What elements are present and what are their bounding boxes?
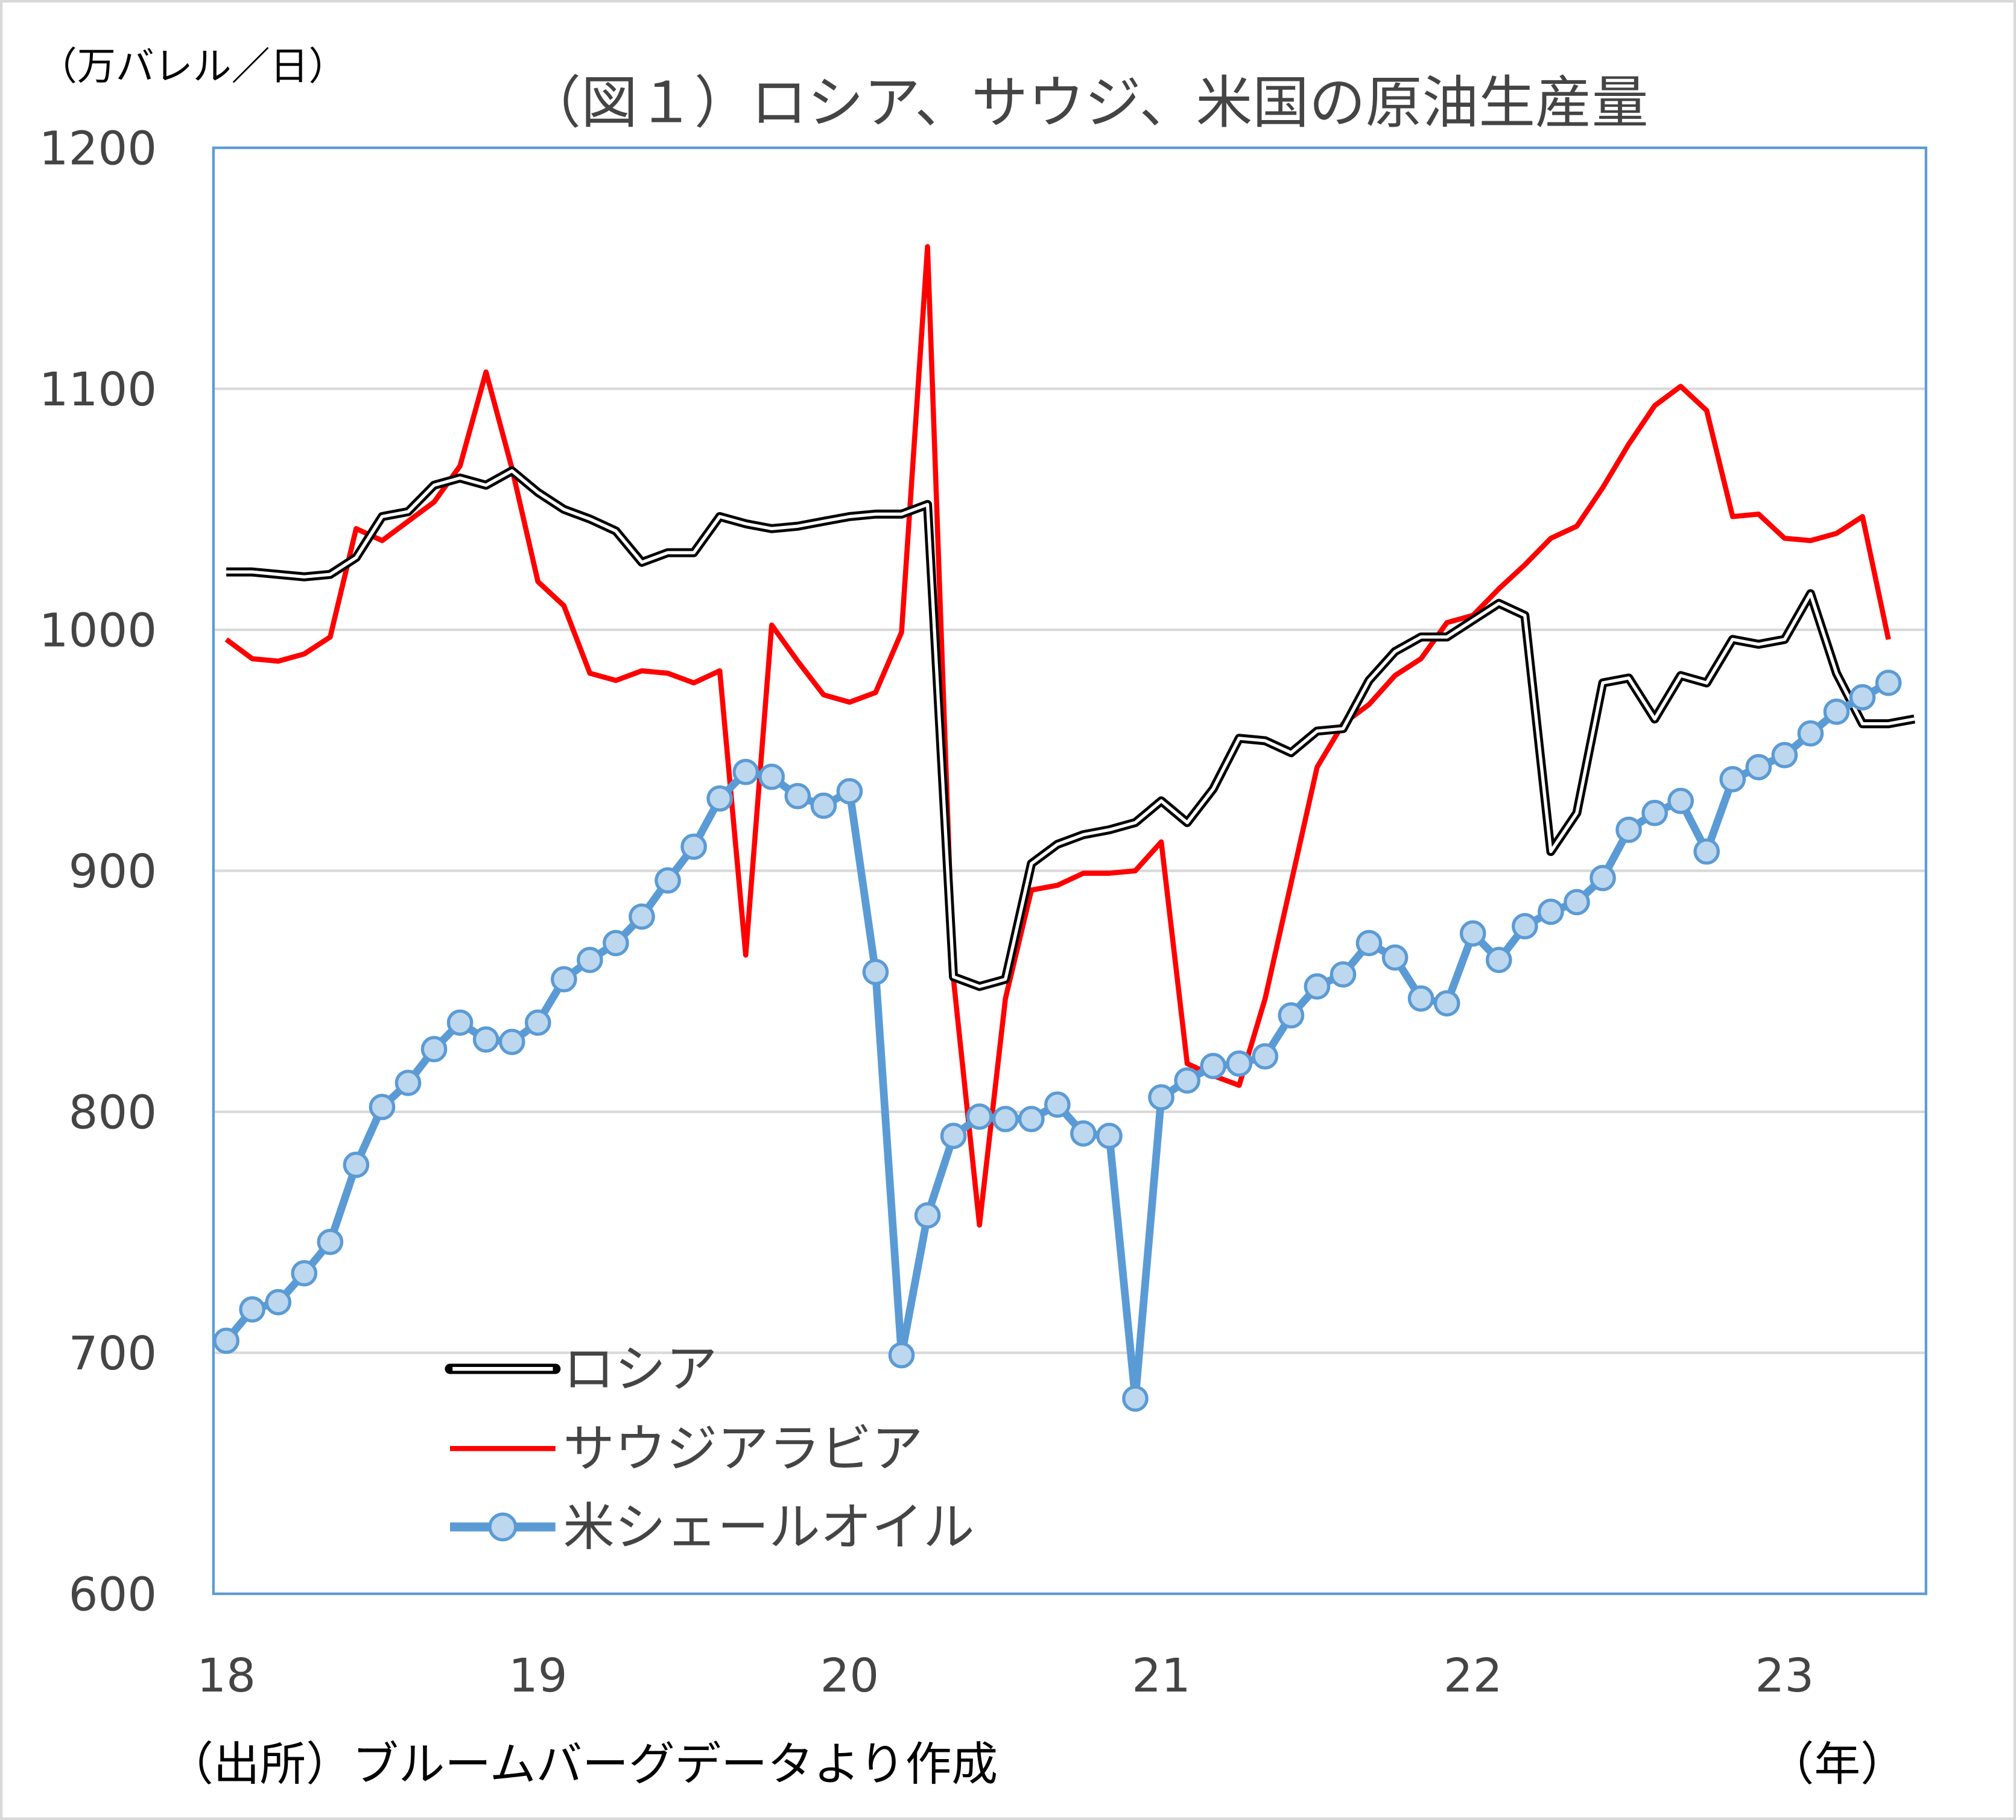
legend-label: サウジアラビア bbox=[563, 1419, 924, 1479]
data-point bbox=[1875, 670, 1902, 696]
y-tick-label: 900 bbox=[69, 845, 157, 899]
series-line bbox=[224, 244, 1891, 1228]
data-point bbox=[472, 1026, 499, 1053]
data-point bbox=[1823, 699, 1850, 725]
x-tick-label: 20 bbox=[820, 1649, 880, 1703]
data-point bbox=[1174, 1067, 1200, 1094]
legend-label: ロシア bbox=[563, 1340, 718, 1400]
data-point bbox=[888, 1342, 915, 1369]
data-point bbox=[680, 833, 707, 860]
x-axis: 18 19 20 21 22 23 bbox=[197, 1649, 1814, 1703]
data-point bbox=[1745, 753, 1772, 781]
data-point bbox=[1226, 1050, 1253, 1077]
data-point bbox=[1381, 944, 1409, 971]
data-point bbox=[213, 1327, 239, 1354]
legend-label: 米シェールオイル bbox=[563, 1498, 975, 1558]
y-tick-label: 800 bbox=[69, 1086, 157, 1140]
data-point bbox=[1148, 1084, 1174, 1111]
data-point bbox=[992, 1106, 1019, 1132]
data-point bbox=[603, 930, 629, 957]
data-point bbox=[1278, 1002, 1305, 1029]
data-point bbox=[706, 785, 733, 812]
y-tick-label: 1000 bbox=[39, 604, 157, 658]
data-point bbox=[1511, 913, 1538, 940]
y-tick-label: 600 bbox=[69, 1568, 157, 1622]
x-tick-label: 23 bbox=[1755, 1649, 1815, 1703]
data-point bbox=[862, 959, 889, 986]
data-point bbox=[914, 1202, 941, 1229]
data-point bbox=[1667, 787, 1694, 814]
y-tick-label: 1100 bbox=[39, 363, 157, 417]
data-point bbox=[369, 1094, 396, 1120]
data-point bbox=[239, 1296, 266, 1323]
data-point bbox=[550, 966, 577, 993]
data-point bbox=[732, 758, 759, 785]
data-point bbox=[810, 792, 837, 819]
data-point bbox=[940, 1123, 967, 1149]
data-point bbox=[1355, 930, 1383, 957]
data-point bbox=[1459, 920, 1486, 947]
data-point bbox=[343, 1152, 370, 1178]
chart-title: （図１）ロシア、サウジ、米国の原油生産量 bbox=[524, 70, 1648, 136]
data-point bbox=[420, 1036, 448, 1062]
series-saudi-arabia bbox=[224, 244, 1891, 1228]
data-point bbox=[577, 946, 603, 974]
data-point bbox=[1797, 720, 1824, 747]
data-point bbox=[1122, 1385, 1149, 1412]
data-point bbox=[1304, 973, 1331, 1000]
series-russia bbox=[226, 466, 1915, 991]
data-point bbox=[1849, 684, 1876, 711]
y-unit-label: （万バレル／日） bbox=[39, 45, 347, 89]
data-point bbox=[1564, 889, 1590, 916]
data-point bbox=[1538, 898, 1564, 925]
data-point bbox=[395, 1070, 422, 1096]
data-point bbox=[1590, 864, 1616, 892]
x-tick-label: 21 bbox=[1132, 1649, 1191, 1703]
plot-area bbox=[212, 146, 1927, 1596]
data-point bbox=[836, 778, 863, 805]
x-unit-label: （年） bbox=[1768, 1738, 1907, 1792]
x-tick-label: 18 bbox=[197, 1649, 256, 1703]
data-point bbox=[1615, 816, 1642, 843]
data-point bbox=[1096, 1123, 1123, 1149]
series-line-inner bbox=[226, 469, 1915, 988]
data-point bbox=[1330, 961, 1357, 988]
data-point bbox=[1641, 799, 1668, 826]
x-tick-label: 19 bbox=[509, 1649, 568, 1703]
y-tick-label: 700 bbox=[69, 1327, 157, 1381]
data-point bbox=[291, 1260, 318, 1287]
data-point bbox=[784, 782, 811, 810]
data-point bbox=[1719, 766, 1746, 793]
x-tick-label: 22 bbox=[1444, 1649, 1503, 1703]
legend-marker bbox=[488, 1512, 518, 1542]
y-tick-label: 1200 bbox=[39, 122, 157, 176]
data-point bbox=[1433, 990, 1460, 1017]
data-point bbox=[655, 867, 681, 894]
data-point bbox=[1200, 1053, 1227, 1079]
source-note: （出所）ブルームバーグデータより作成 bbox=[167, 1738, 998, 1792]
data-point bbox=[1693, 838, 1720, 865]
gridlines bbox=[213, 387, 1926, 1354]
y-axis: 600 700 800 900 1000 1100 1200 bbox=[39, 122, 157, 1622]
data-point bbox=[758, 763, 785, 790]
series-group bbox=[213, 244, 1915, 1412]
data-point bbox=[1070, 1120, 1097, 1147]
data-point bbox=[1044, 1091, 1071, 1118]
data-point bbox=[498, 1029, 525, 1055]
series-us-shale-oil bbox=[213, 670, 1902, 1412]
data-point bbox=[629, 903, 655, 930]
data-point bbox=[1407, 985, 1434, 1012]
data-point bbox=[524, 1009, 551, 1036]
data-point bbox=[1485, 946, 1512, 974]
data-point bbox=[265, 1289, 292, 1316]
data-point bbox=[1252, 1043, 1279, 1070]
data-point bbox=[446, 1009, 474, 1036]
data-point bbox=[1771, 741, 1798, 769]
data-point bbox=[317, 1228, 344, 1255]
data-point bbox=[966, 1103, 993, 1130]
data-point bbox=[1018, 1106, 1045, 1132]
